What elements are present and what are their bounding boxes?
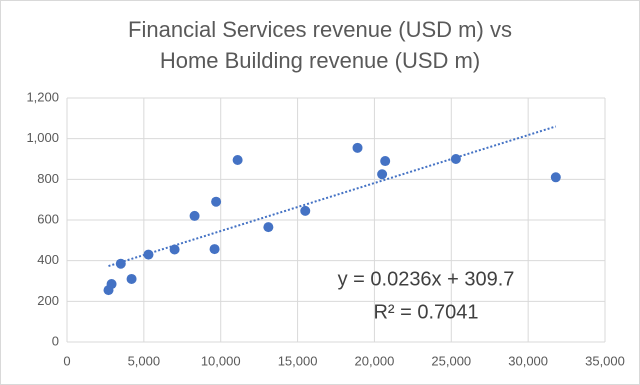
- point: [550, 172, 561, 183]
- trendline-equation: y = 0.0236x + 309.7: [338, 268, 515, 290]
- y-tick-label: 200: [37, 293, 59, 308]
- point: [380, 156, 391, 167]
- x-tick-label: 5,000: [128, 353, 161, 368]
- x-tick-label: 25,000: [431, 353, 471, 368]
- y-tick-label: 800: [37, 171, 59, 186]
- point: [232, 155, 243, 166]
- point: [106, 279, 117, 290]
- point: [126, 273, 137, 284]
- point: [263, 222, 274, 233]
- x-tick-label: 15,000: [278, 353, 318, 368]
- point: [450, 154, 461, 164]
- trendline-r2: R² = 0.7041: [373, 301, 478, 323]
- y-tick-label: 0: [52, 333, 59, 348]
- chart-title: Home Building revenue (USD m): [160, 48, 480, 73]
- x-tick-label: 0: [63, 353, 70, 368]
- y-tick-label: 600: [37, 211, 59, 226]
- point: [211, 196, 222, 207]
- x-tick-label: 35,000: [585, 353, 625, 368]
- x-tick-label: 30,000: [508, 353, 548, 368]
- y-tick-label: 1,000: [26, 130, 59, 145]
- point: [209, 244, 220, 255]
- chart-title: Financial Services revenue (USD m) vs: [128, 17, 512, 42]
- point: [143, 249, 154, 260]
- point: [189, 210, 200, 221]
- y-tick-label: 1,200: [26, 89, 59, 104]
- point: [352, 142, 363, 153]
- x-tick-label: 20,000: [355, 353, 395, 368]
- point: [300, 205, 311, 216]
- point: [169, 244, 180, 255]
- y-tick-label: 400: [37, 252, 59, 267]
- x-tick-label: 10,000: [201, 353, 241, 368]
- point: [115, 258, 126, 269]
- point: [377, 169, 388, 180]
